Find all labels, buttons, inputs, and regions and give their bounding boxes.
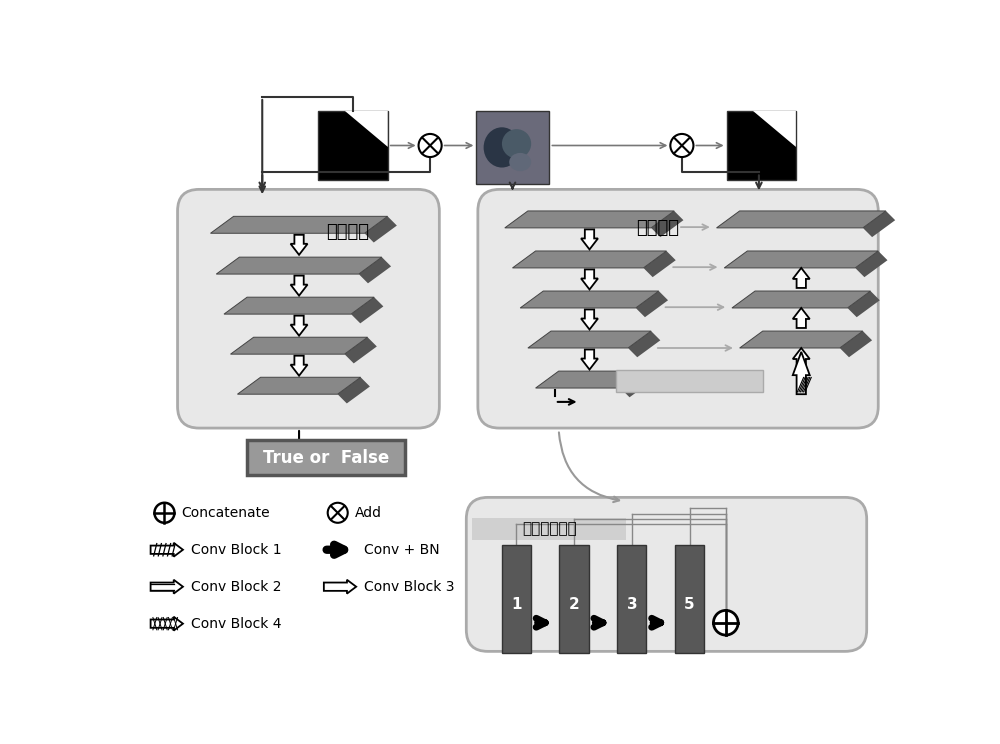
Text: Concatenate: Concatenate [181,506,270,520]
Bar [318,111,388,180]
Text: 扩张卷积模块: 扩张卷积模块 [522,522,577,536]
Polygon shape [345,111,388,147]
Text: 2: 2 [569,597,579,612]
Polygon shape [732,291,871,308]
Text: True or  False: True or False [263,449,389,466]
Circle shape [713,610,738,635]
Polygon shape [840,331,872,357]
Polygon shape [793,268,810,288]
Ellipse shape [502,129,531,158]
Polygon shape [753,111,796,147]
Polygon shape [291,315,308,336]
Bar [476,111,549,184]
Polygon shape [211,217,388,234]
Polygon shape [581,310,598,330]
Polygon shape [581,229,598,249]
Polygon shape [505,211,674,228]
Polygon shape [365,217,397,243]
Polygon shape [793,308,810,328]
Polygon shape [520,291,659,308]
Ellipse shape [509,153,531,171]
Text: Add: Add [355,506,382,520]
Text: Conv Block 2: Conv Block 2 [191,580,281,594]
Bar [617,545,646,653]
Polygon shape [291,235,308,255]
Text: Conv Block 3: Conv Block 3 [364,580,454,594]
Polygon shape [151,543,183,557]
Polygon shape [216,257,382,274]
Text: Conv Block 1: Conv Block 1 [191,542,281,557]
Polygon shape [528,331,651,348]
Polygon shape [855,251,887,278]
Polygon shape [717,211,886,228]
Polygon shape [291,356,308,376]
Polygon shape [151,580,183,594]
Polygon shape [628,331,660,357]
Polygon shape [324,580,356,594]
Polygon shape [740,331,863,348]
Text: 分割网络: 分割网络 [637,219,680,237]
Polygon shape [512,251,666,268]
FancyBboxPatch shape [247,440,405,475]
Polygon shape [536,371,643,388]
Polygon shape [651,211,683,237]
Polygon shape [793,352,810,394]
Polygon shape [151,617,183,631]
Polygon shape [351,297,383,324]
Polygon shape [581,269,598,289]
Polygon shape [636,291,668,317]
Text: 判别网络: 判别网络 [326,222,369,241]
Polygon shape [724,251,878,268]
Bar [472,518,626,539]
Text: 5: 5 [684,597,695,612]
Ellipse shape [484,127,520,167]
Circle shape [419,134,442,157]
FancyBboxPatch shape [466,498,867,652]
Polygon shape [224,297,374,314]
Polygon shape [291,275,308,295]
Polygon shape [643,251,676,278]
Circle shape [328,503,348,523]
Text: 3: 3 [627,597,637,612]
Polygon shape [620,371,653,397]
Polygon shape [344,337,377,363]
Circle shape [670,134,693,157]
Bar [502,545,531,653]
Polygon shape [863,211,895,237]
Polygon shape [338,377,370,403]
Bar [675,545,704,653]
Text: Conv + BN: Conv + BN [364,542,440,557]
Polygon shape [847,291,880,317]
Polygon shape [581,350,598,370]
Text: Conv Block 4: Conv Block 4 [191,617,281,631]
Polygon shape [231,337,368,354]
Text: 1: 1 [511,597,522,612]
Bar [559,545,589,653]
Circle shape [154,503,174,523]
Polygon shape [793,348,810,368]
Polygon shape [237,377,361,394]
FancyBboxPatch shape [478,190,878,428]
Polygon shape [359,257,391,283]
Bar [727,111,796,180]
Bar [616,371,763,392]
FancyBboxPatch shape [178,190,439,428]
